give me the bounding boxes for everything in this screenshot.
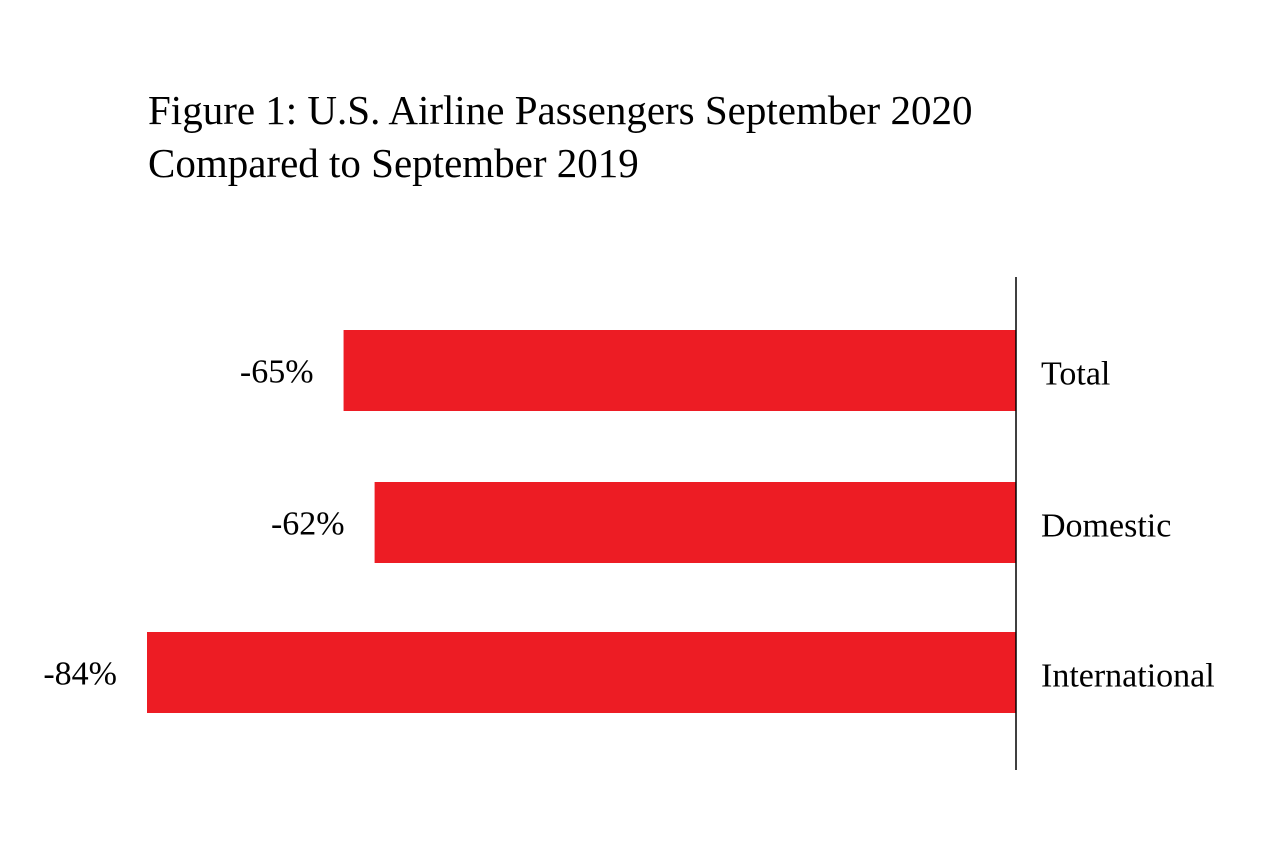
bar-domestic bbox=[374, 482, 1017, 563]
data-label-total: -65% bbox=[240, 354, 314, 391]
data-label-international: -84% bbox=[43, 656, 117, 693]
chart-title-line-2: Compared to September 2019 bbox=[148, 140, 639, 186]
category-label-domestic: Domestic bbox=[1041, 508, 1171, 545]
chart-title: Figure 1: U.S. Airline Passengers Septem… bbox=[148, 84, 972, 190]
chart-title-line-1: Figure 1: U.S. Airline Passengers Septem… bbox=[148, 87, 973, 133]
bar-total bbox=[343, 330, 1016, 411]
bar-international bbox=[147, 632, 1016, 713]
category-label-international: International bbox=[1041, 658, 1215, 695]
data-label-domestic: -62% bbox=[271, 506, 345, 543]
category-label-total: Total bbox=[1041, 356, 1110, 393]
